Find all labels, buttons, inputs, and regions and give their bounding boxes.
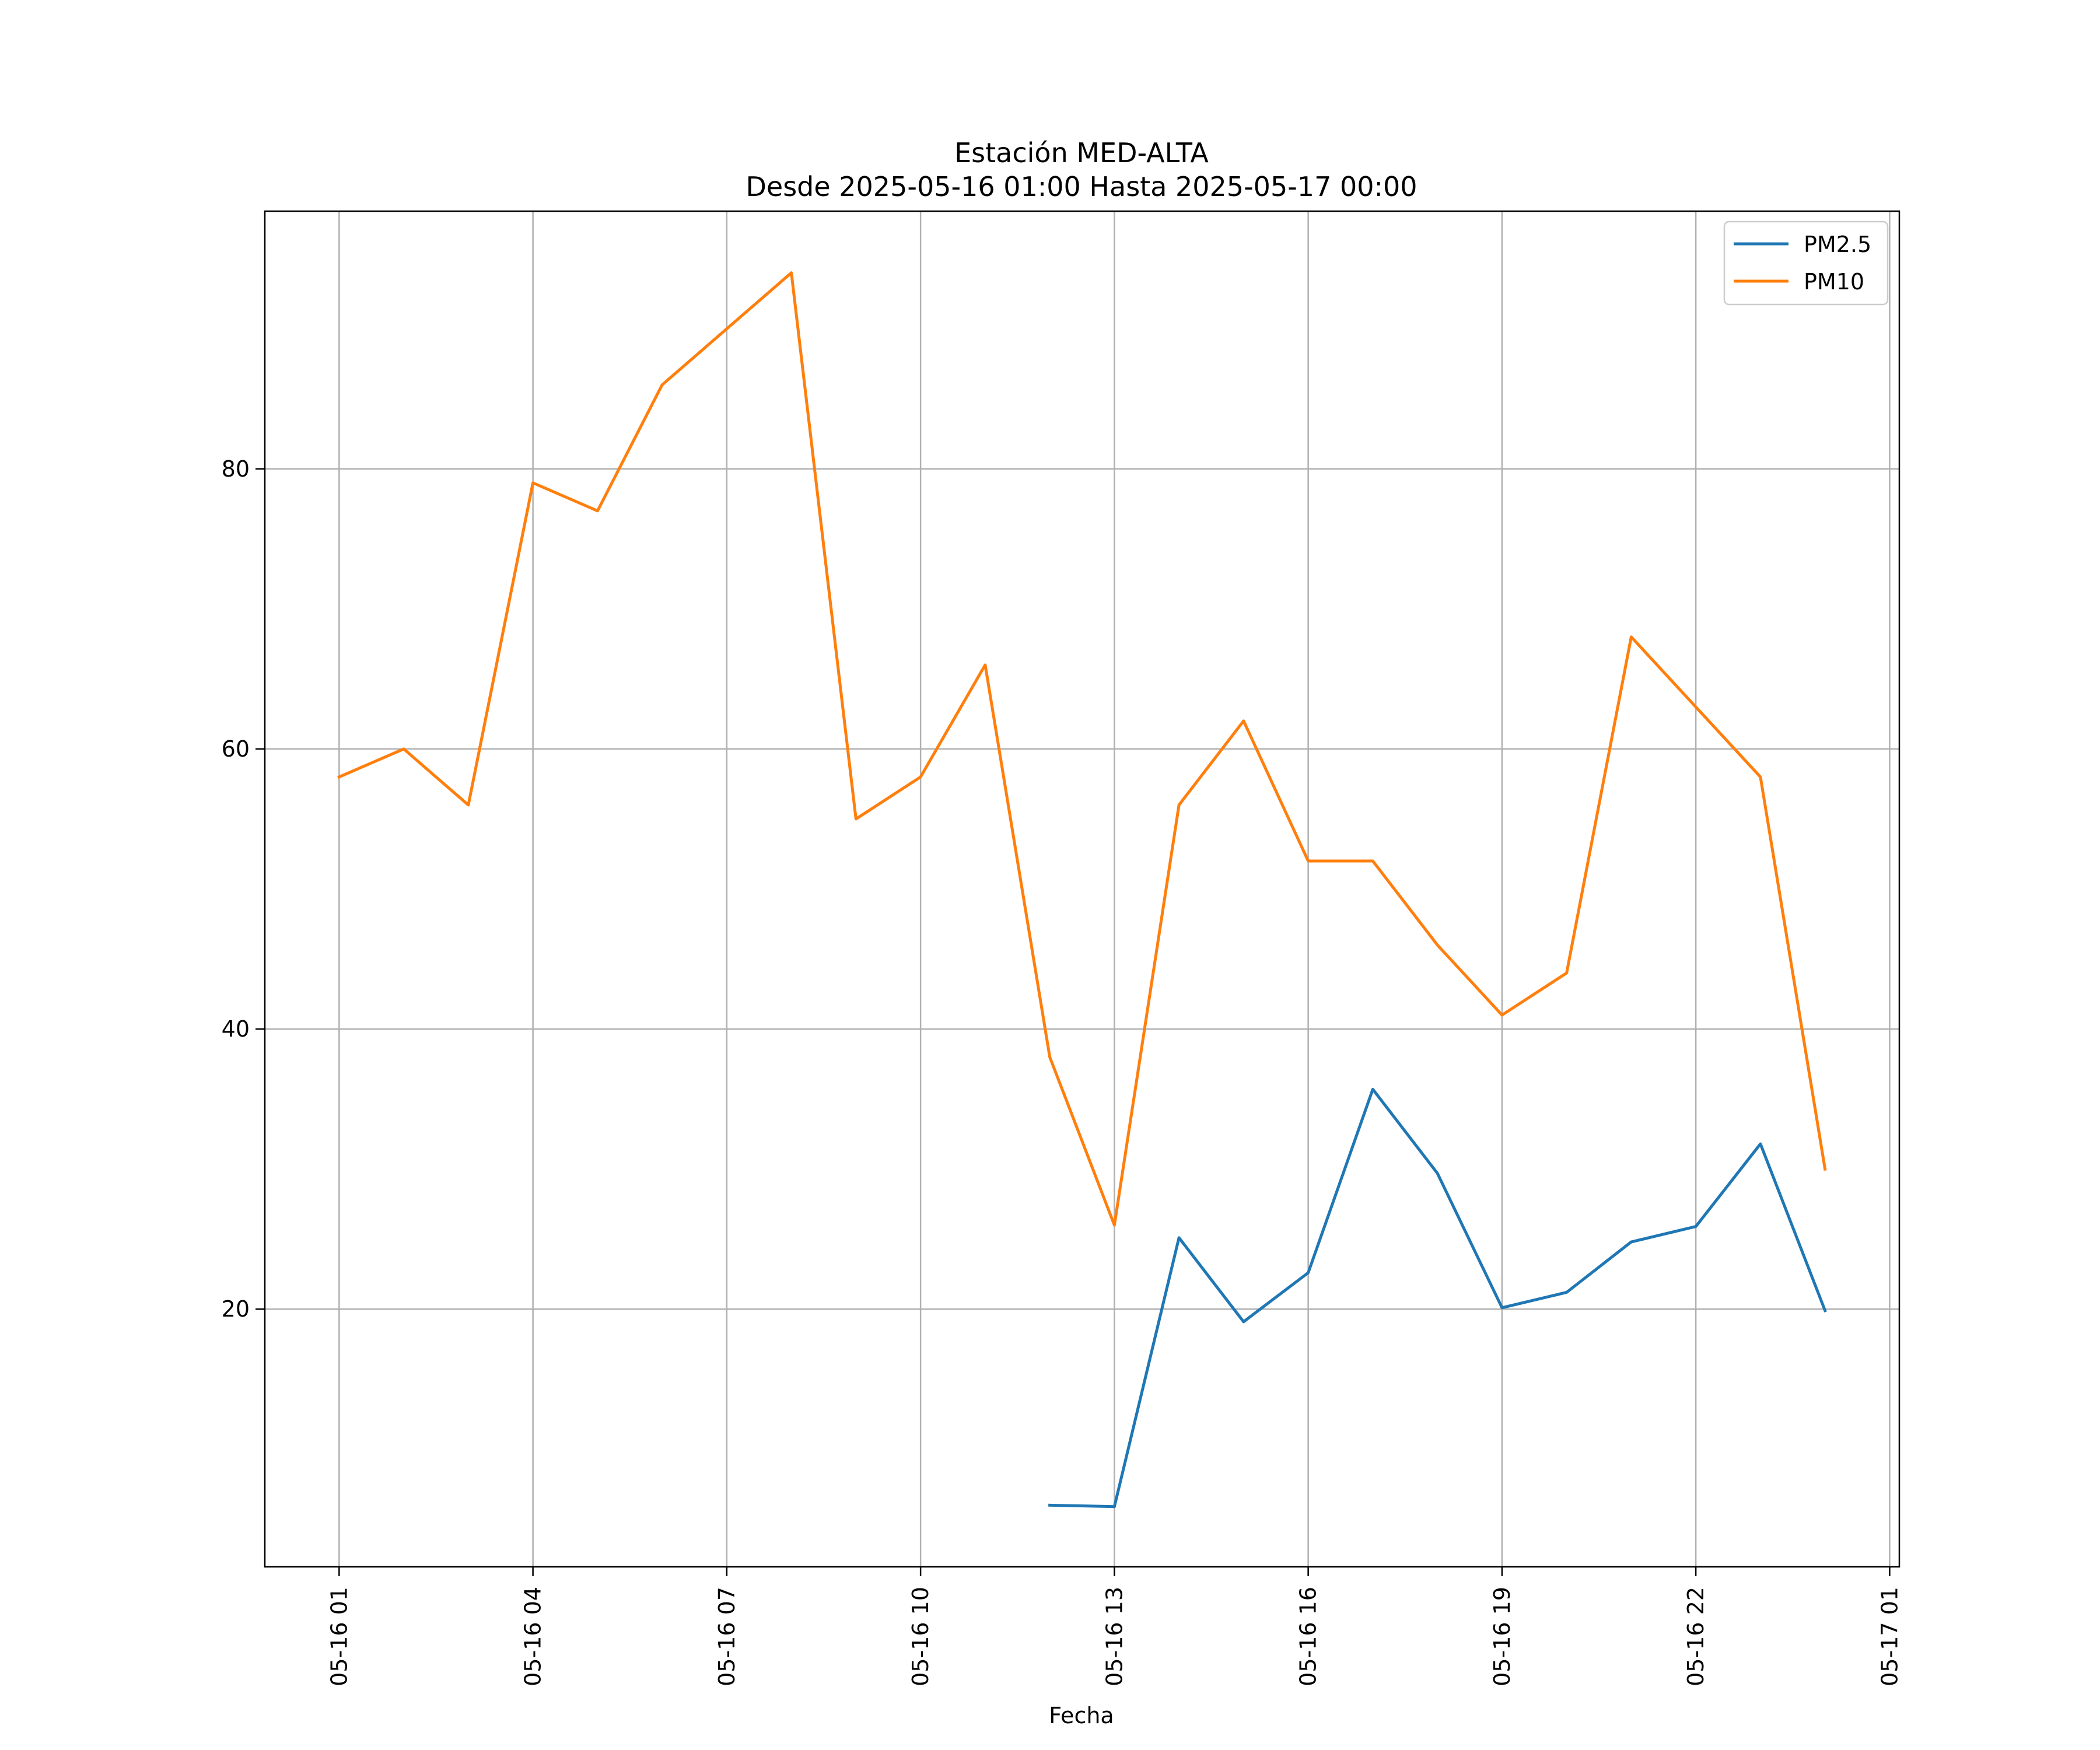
x-tick-label: 05-16 16 [1296,1587,1321,1686]
x-tick-label: 05-16 07 [714,1587,740,1686]
grid [265,211,1899,1567]
y-axis-ticks: 20 40 60 80 [222,456,265,1322]
x-axis-label: Fecha [1049,1703,1114,1728]
y-tick-label: 60 [222,736,250,762]
x-tick-label: 05-16 22 [1683,1587,1709,1686]
x-tick-label: 05-16 04 [520,1587,546,1686]
series-line-pm25 [1048,1087,1827,1508]
x-tick-label: 05-17 01 [1877,1587,1902,1686]
chart-title: Estación MED-ALTA [954,137,1209,169]
y-tick-label: 40 [222,1016,250,1042]
legend-label-pm10: PM10 [1804,269,1864,295]
x-tick-label: 05-16 13 [1101,1587,1127,1686]
series-line-pm10 [337,271,1827,1227]
plot-frame [264,210,1901,1568]
x-tick-label: 05-16 01 [326,1587,352,1686]
x-tick-label: 05-16 10 [908,1587,933,1686]
y-tick-label: 20 [222,1296,250,1322]
y-tick-label: 80 [222,456,250,482]
legend-label-pm25: PM2.5 [1804,232,1871,257]
legend: PM2.5 PM10 [1723,220,1889,306]
series-lines [337,271,1827,1508]
chart-subtitle: Desde 2025-05-16 01:00 Hasta 2025-05-17 … [746,171,1417,202]
x-tick-label: 05-16 19 [1489,1587,1515,1686]
x-axis-ticks: 05-16 01 05-16 04 05-16 07 05-16 10 05-16 13… [326,1567,1902,1686]
